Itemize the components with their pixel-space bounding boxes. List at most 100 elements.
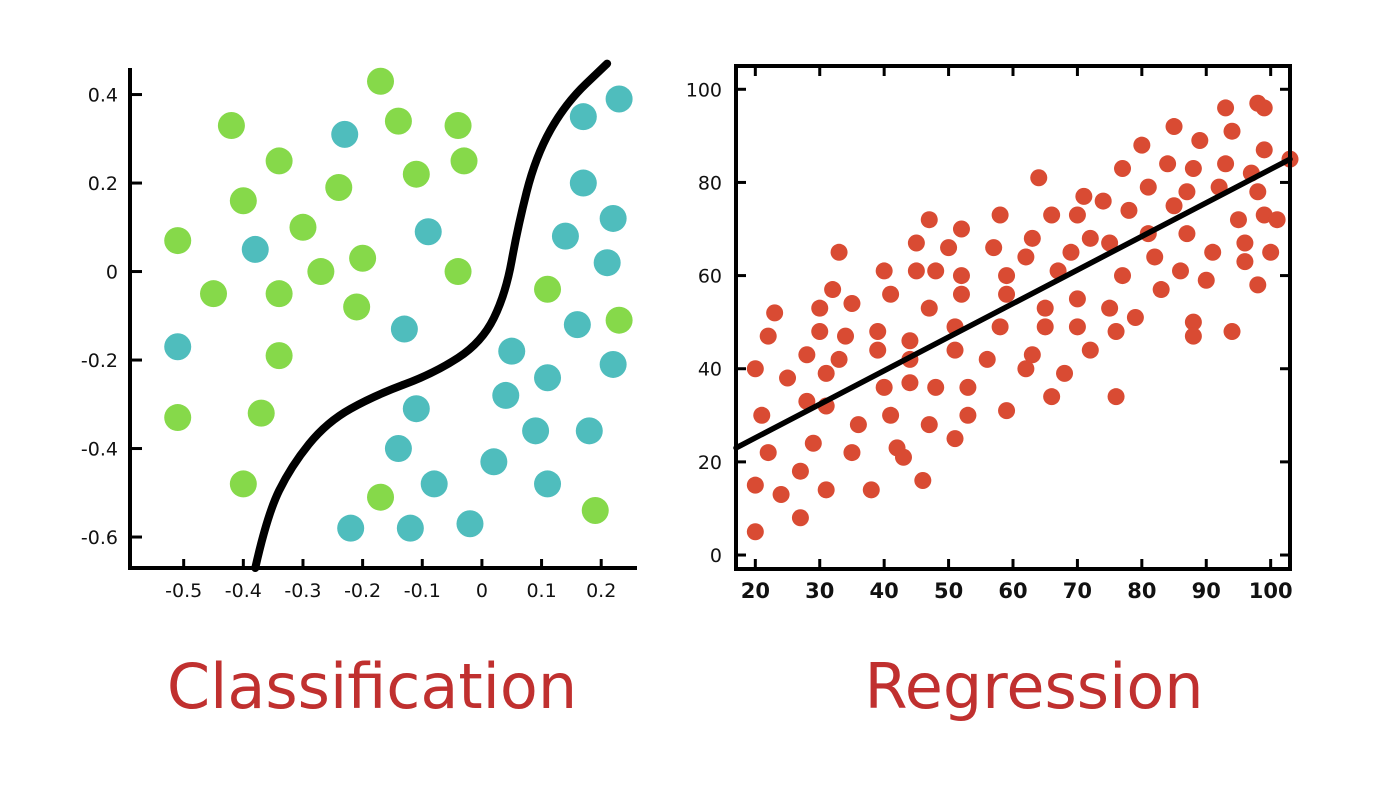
teal-point-6 xyxy=(414,218,442,246)
green-point-13 xyxy=(265,280,293,308)
regression-point-58 xyxy=(991,206,1009,224)
regression-point-21 xyxy=(830,350,848,368)
regression-point-60 xyxy=(998,285,1016,303)
regression-point-43 xyxy=(920,211,938,229)
regression-point-5 xyxy=(759,327,777,345)
regression-point-47 xyxy=(946,341,964,359)
teal-point-8 xyxy=(593,249,621,277)
teal-point-19 xyxy=(384,435,412,463)
green-point-3 xyxy=(444,112,472,140)
regression-point-69 xyxy=(1043,388,1061,406)
green-point-9 xyxy=(164,227,192,255)
teal-point-16 xyxy=(402,395,430,423)
regression-point-1 xyxy=(746,476,764,494)
regression-point-59 xyxy=(998,402,1016,420)
green-point-5 xyxy=(450,147,478,175)
classification-x-tick-label-1: -0.4 xyxy=(225,580,262,602)
regression-point-51 xyxy=(952,285,970,303)
classification-y-tick-label-2: 0 xyxy=(106,262,118,284)
regression-axes: 20 30 40 50 60 70 80 90 100 0 20 40 60 80 100 xyxy=(686,64,1293,603)
teal-point-10 xyxy=(563,311,591,339)
regression-point-37 xyxy=(901,332,919,350)
regression-point-97 xyxy=(1171,262,1189,280)
classification-x-tick-label-0: -0.5 xyxy=(165,580,202,602)
regression-point-38 xyxy=(907,262,925,280)
regression-point-83 xyxy=(1107,322,1125,340)
regression-point-82 xyxy=(1101,299,1119,317)
regression-point-113 xyxy=(1236,253,1254,271)
regression-point-105 xyxy=(1204,243,1222,261)
teal-point-22 xyxy=(534,470,562,498)
classification-x-tick-label-6: 0.1 xyxy=(526,580,556,602)
classification-y-tick-label-1: 0.2 xyxy=(88,173,118,195)
regression-point-30 xyxy=(875,262,893,280)
regression-point-41 xyxy=(920,416,938,434)
green-point-11 xyxy=(349,244,377,272)
green-point-24 xyxy=(581,496,609,524)
regression-point-93 xyxy=(1152,281,1170,299)
regression-point-109 xyxy=(1223,122,1241,140)
regression-point-84 xyxy=(1107,388,1125,406)
regression-point-118 xyxy=(1255,206,1273,224)
regression-y-tick-label-0: 0 xyxy=(710,545,722,567)
regression-points xyxy=(746,94,1299,541)
regression-point-68 xyxy=(1036,299,1054,317)
regression-x-tick-label-4: 60 xyxy=(998,579,1027,603)
green-point-21 xyxy=(247,399,275,427)
teal-point-12 xyxy=(498,337,526,365)
green-point-7 xyxy=(402,160,430,188)
classification-x-tick-label-2: -0.3 xyxy=(284,580,321,602)
regression-point-107 xyxy=(1217,155,1235,173)
regression-point-75 xyxy=(1068,290,1086,308)
regression-point-103 xyxy=(1191,132,1209,150)
regression-point-12 xyxy=(798,346,816,364)
regression-point-66 xyxy=(1030,169,1048,187)
regression-point-101 xyxy=(1184,159,1202,177)
regression-point-46 xyxy=(940,239,958,257)
regression-point-86 xyxy=(1114,267,1132,285)
classification-y-tick-label-0: 0.4 xyxy=(88,85,118,107)
regression-point-102 xyxy=(1184,327,1202,345)
green-point-10 xyxy=(289,213,317,241)
teal-point-3 xyxy=(569,169,597,197)
regression-point-64 xyxy=(1023,346,1041,364)
regression-point-94 xyxy=(1159,155,1177,173)
classification-chart: -0.5 -0.4 -0.3 -0.2 -0.1 0 0.1 0.2 0.4 0.2 0 -0.2 -0… xyxy=(81,59,637,602)
green-point-4 xyxy=(265,147,293,175)
classification-x-tick-label-7: 0.2 xyxy=(586,580,616,602)
regression-y-tick-label-5: 100 xyxy=(686,79,722,101)
regression-point-11 xyxy=(798,392,816,410)
regression-point-122 xyxy=(1268,211,1286,229)
regression-point-50 xyxy=(952,220,970,238)
decision-boundary xyxy=(251,59,612,572)
regression-x-tick-label-2: 40 xyxy=(870,579,899,603)
regression-point-15 xyxy=(811,322,829,340)
teal-point-2 xyxy=(331,120,359,148)
teal-point-15 xyxy=(492,381,520,409)
green-point-18 xyxy=(605,306,633,334)
teal-point-0 xyxy=(605,85,633,113)
regression-point-55 xyxy=(978,350,996,368)
regression-point-24 xyxy=(843,444,861,462)
regression-y-tick-label-3: 60 xyxy=(698,266,722,288)
regression-point-34 xyxy=(894,448,912,466)
regression-point-23 xyxy=(843,295,861,313)
teal-point-18 xyxy=(575,417,603,445)
regression-point-117 xyxy=(1249,276,1267,294)
regression-chart: 20 30 40 50 60 70 80 90 100 0 20 40 60 80 100 xyxy=(686,64,1299,603)
regression-point-29 xyxy=(875,378,893,396)
regression-point-72 xyxy=(1056,364,1074,382)
regression-point-92 xyxy=(1146,248,1164,266)
regression-y-tick-label-4: 80 xyxy=(698,172,722,194)
regression-point-95 xyxy=(1165,197,1183,215)
green-point-15 xyxy=(444,258,472,286)
regression-point-27 xyxy=(869,341,887,359)
regression-point-49 xyxy=(946,430,964,448)
regression-point-77 xyxy=(1075,187,1093,205)
green-point-0 xyxy=(367,67,395,95)
regression-point-91 xyxy=(1139,178,1157,196)
regression-point-25 xyxy=(849,416,867,434)
regression-point-14 xyxy=(811,299,829,317)
regression-point-54 xyxy=(959,406,977,424)
classification-y-tick-label-3: -0.2 xyxy=(81,350,118,372)
